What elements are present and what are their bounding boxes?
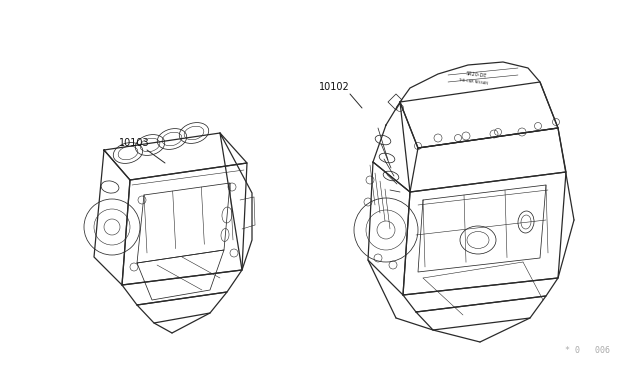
Text: 10103: 10103 bbox=[119, 138, 150, 148]
Text: * 0   006: * 0 006 bbox=[565, 346, 610, 355]
Text: 10102: 10102 bbox=[319, 82, 349, 92]
Text: SR20-DE: SR20-DE bbox=[465, 71, 487, 79]
Text: THE CAR NISSAN: THE CAR NISSAN bbox=[458, 78, 488, 86]
